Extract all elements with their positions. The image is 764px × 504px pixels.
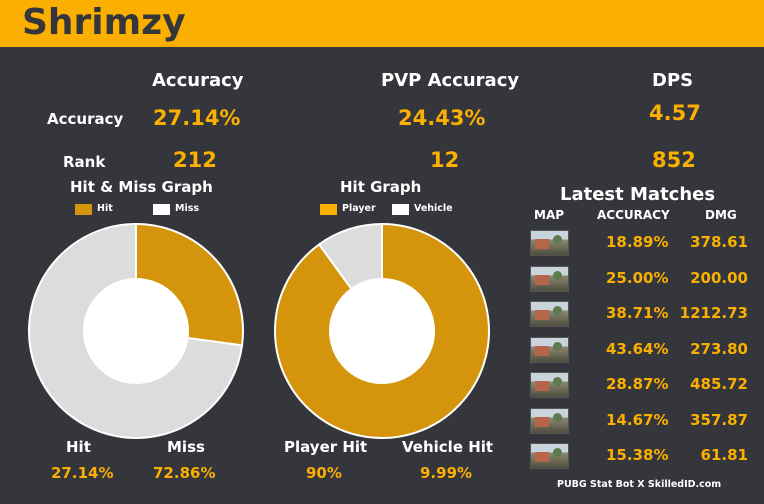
- map-thumbnail: [530, 301, 569, 327]
- legend-vehicle-label: Vehicle: [414, 203, 453, 214]
- match-damage: 273.80: [690, 339, 748, 358]
- map-column-header: MAP: [534, 208, 565, 222]
- vehicle-hit-label: Vehicle Hit: [402, 438, 494, 456]
- legend-miss-swatch: [153, 204, 170, 215]
- vehicle-hit-percent: 9.99%: [420, 464, 473, 482]
- dps-column-title: DPS: [652, 70, 694, 91]
- map-thumbnail: [530, 336, 569, 363]
- header-bar: Shrimzy: [0, 0, 764, 47]
- accuracy-rank-value: 212: [173, 148, 217, 172]
- accuracy-column-header: ACCURACY: [597, 208, 670, 222]
- hit-graph-title: Hit Graph: [340, 178, 422, 196]
- player-name: Shrimzy: [22, 2, 186, 43]
- match-accuracy: 25.00%: [606, 268, 669, 287]
- map-thumbnail: [530, 265, 569, 292]
- match-accuracy: 15.38%: [606, 446, 669, 464]
- pvp-accuracy-column-title: PVP Accuracy: [381, 70, 520, 91]
- match-accuracy: 18.89%: [606, 233, 669, 251]
- legend-hit-swatch: [75, 204, 92, 215]
- match-accuracy: 28.87%: [606, 375, 669, 393]
- accuracy-value: 27.14%: [153, 106, 241, 130]
- dmg-column-header: DMG: [705, 208, 737, 222]
- match-damage: 200.00: [690, 268, 748, 287]
- pvp-accuracy-value: 24.43%: [398, 106, 486, 130]
- donut-hole: [84, 279, 188, 383]
- match-damage: 357.87: [690, 410, 748, 429]
- match-accuracy: 14.67%: [606, 410, 669, 429]
- match-damage: 485.72: [690, 375, 748, 393]
- player-hit-percent: 90%: [306, 464, 342, 482]
- match-accuracy: 38.71%: [606, 304, 669, 322]
- miss-label: Miss: [167, 438, 205, 456]
- legend-hit-label: Hit: [97, 203, 113, 214]
- map-thumbnail: [530, 230, 569, 256]
- map-thumbnail: [530, 407, 569, 434]
- hit-percent: 27.14%: [51, 464, 114, 482]
- pvp-rank-value: 12: [430, 148, 460, 172]
- hit-label: Hit: [66, 438, 91, 456]
- legend-player-label: Player: [342, 203, 376, 214]
- match-damage: 61.81: [700, 446, 748, 464]
- player-hit-label: Player Hit: [284, 438, 368, 456]
- map-thumbnail: [530, 443, 569, 469]
- hit-miss-chart-title: Hit & Miss Graph: [70, 178, 213, 196]
- hit-miss-donut-chart: [28, 222, 244, 439]
- map-thumbnail: [530, 372, 569, 398]
- match-damage: 378.61: [690, 233, 748, 251]
- legend-vehicle-swatch: [392, 204, 409, 215]
- dps-rank-value: 852: [652, 148, 696, 172]
- accuracy-column-title: Accuracy: [152, 70, 244, 91]
- footer-credit: PUBG Stat Bot X SkilledID.com: [557, 479, 722, 490]
- match-accuracy: 43.64%: [606, 339, 669, 358]
- match-damage: 1212.73: [679, 304, 748, 322]
- legend-player-swatch: [320, 204, 337, 215]
- miss-percent: 72.86%: [153, 464, 216, 482]
- hit-graph-donut-chart: [274, 222, 490, 439]
- accuracy-row-label: Accuracy: [47, 110, 124, 128]
- dps-value: 4.57: [649, 101, 701, 125]
- legend-miss-label: Miss: [175, 203, 200, 214]
- donut-hole: [330, 279, 434, 383]
- rank-row-label: Rank: [63, 153, 106, 171]
- latest-matches-title: Latest Matches: [560, 184, 716, 205]
